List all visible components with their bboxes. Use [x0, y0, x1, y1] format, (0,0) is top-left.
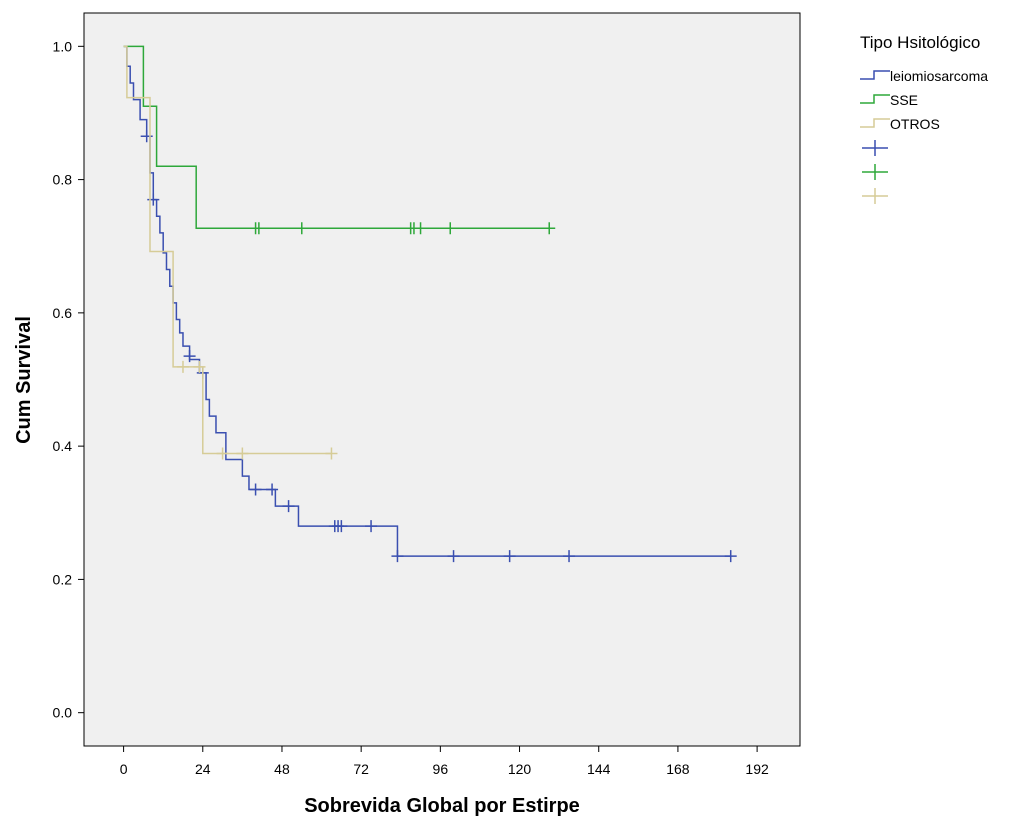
censor-mark-otros: [193, 360, 206, 373]
y-axis-title: Cum Survival: [13, 316, 35, 444]
censor-mark-otros: [176, 360, 189, 373]
x-axis-title: Sobrevida Global por Estirpe: [304, 795, 580, 817]
x-tick-label: 120: [508, 761, 532, 777]
legend-censor-glyph-leiomiosarcoma: [862, 140, 888, 156]
y-tick-label: 0.4: [53, 438, 73, 454]
censor-mark-leiomiosarcoma: [365, 520, 378, 533]
y-tick-label: 0.2: [53, 571, 73, 587]
plot-area: [83, 12, 801, 747]
legend-censor-glyph-sse: [862, 164, 888, 180]
legend-label-otros: OTROS: [890, 116, 940, 132]
censor-mark-sse: [543, 222, 556, 235]
legend-title: Tipo Hsitológico: [860, 33, 980, 52]
censor-mark-otros: [325, 447, 338, 460]
legend-step-glyph-sse: [860, 94, 890, 104]
x-axis-ticks: 0 24 48 72 96 120 144 168 192: [120, 746, 769, 777]
y-tick-label: 0.8: [53, 172, 73, 188]
censor-mark-leiomiosarcoma: [391, 550, 404, 563]
censor-mark-leiomiosarcoma: [282, 500, 295, 513]
series-line-leiomiosarcoma: [123, 45, 731, 557]
legend-items: leiomiosarcoma SSE OTROS: [860, 68, 988, 204]
censor-mark-sse: [295, 222, 308, 235]
x-tick-label: 96: [433, 761, 449, 777]
x-tick-label: 168: [666, 761, 690, 777]
censor-mark-leiomiosarcoma: [503, 550, 516, 563]
x-tick-label: 144: [587, 761, 611, 777]
censor-mark-leiomiosarcoma: [249, 483, 262, 496]
x-tick-label: 48: [274, 761, 290, 777]
legend-step-glyph-leiomiosarcoma: [860, 70, 890, 80]
legend-step-glyph-otros: [860, 118, 890, 128]
censor-mark-otros: [216, 447, 229, 460]
series-line-otros: [123, 45, 332, 455]
y-tick-label: 0.6: [53, 305, 73, 321]
y-tick-label: 1.0: [53, 38, 73, 54]
y-axis-ticks: 0.0 0.2 0.4 0.6 0.8 1.0: [53, 38, 84, 721]
y-tick-label: 0.0: [53, 705, 73, 721]
legend-label-sse: SSE: [890, 92, 918, 108]
censor-mark-leiomiosarcoma: [335, 520, 348, 533]
legend-censor-glyph-otros: [862, 188, 888, 204]
x-tick-label: 24: [195, 761, 211, 777]
censor-mark-sse: [414, 222, 427, 235]
censor-mark-leiomiosarcoma: [724, 550, 737, 563]
x-tick-label: 0: [120, 761, 128, 777]
x-tick-label: 72: [353, 761, 369, 777]
censor-mark-sse: [252, 222, 265, 235]
legend: Tipo Hsitológico leiomiosarcoma SSE OTROS: [860, 33, 988, 204]
x-tick-label: 192: [745, 761, 769, 777]
censor-mark-leiomiosarcoma: [183, 350, 196, 363]
censor-mark-leiomiosarcoma: [447, 550, 460, 563]
series-layer: [123, 45, 737, 563]
censor-mark-sse: [444, 222, 457, 235]
series-line-sse: [123, 45, 550, 229]
censor-mark-leiomiosarcoma: [266, 483, 279, 496]
censor-mark-otros: [236, 447, 249, 460]
censor-mark-leiomiosarcoma: [563, 550, 576, 563]
legend-label-leiomiosarcoma: leiomiosarcoma: [890, 68, 988, 84]
